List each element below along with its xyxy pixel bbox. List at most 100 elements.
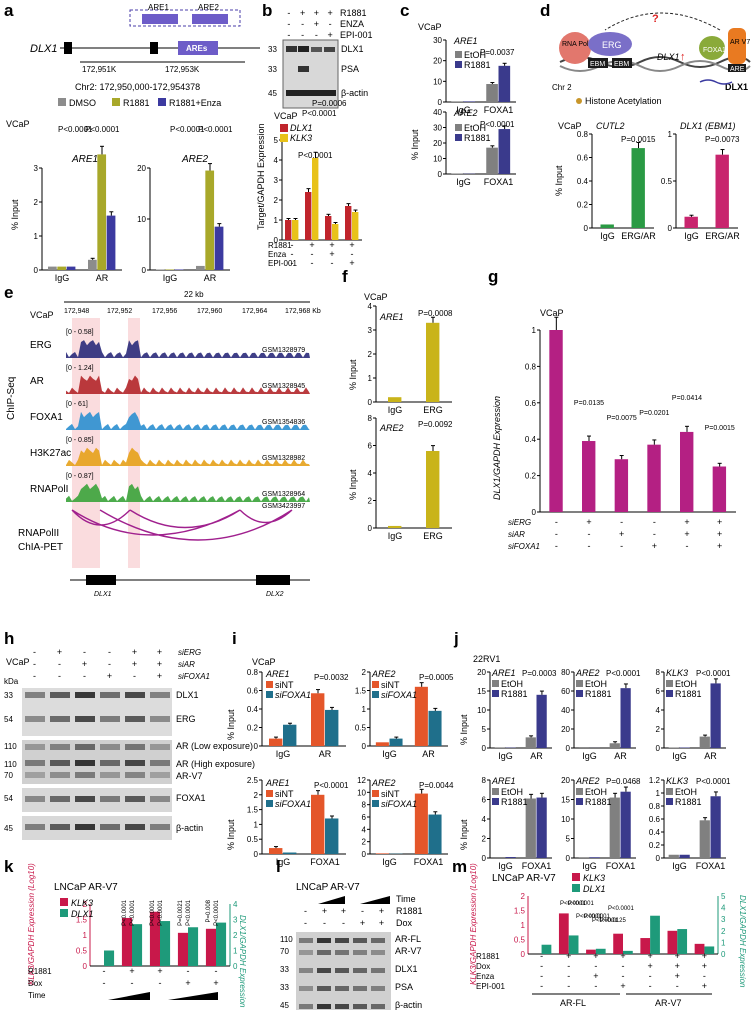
x-tick-label: IgG [456,177,471,187]
i-pvalue: P=0.0032 [314,673,349,682]
h-sign: + [157,647,162,657]
foxa1-shape [699,36,725,60]
y-tick-label: 15 [561,796,570,805]
bar [536,694,547,748]
e-track-signal [66,375,310,394]
d-erg: ERG [602,40,622,50]
i-legend: siNT [381,680,400,690]
c-cell: VCaP [418,22,442,32]
chart-j-1: 0 5 10 15 20 IgG AR [477,668,552,761]
e-track-range: [0 - 0.87] [66,473,94,480]
y-tick-label: 20 [137,164,146,173]
h-band [125,760,145,766]
j-cell: 22RV1 [473,654,500,664]
bar [312,158,319,240]
e-track-gsm: GSM1328979 [262,347,305,354]
f-ylabel2: % Input [348,469,358,500]
i-pvalue: P=0.0005 [419,673,454,682]
y-tick-label: 1 [521,921,526,930]
i-legend: siFOXA1 [381,690,417,700]
h-band [25,772,45,778]
b-sign: - [311,258,314,268]
h-sign: + [132,659,137,669]
h-sign: - [58,659,61,669]
i-cell: VCaP [252,657,276,667]
bar [283,724,297,746]
j-legend-sw [666,788,673,795]
e-track-label: ERG [30,340,52,351]
l-band [353,938,367,943]
bar [269,738,283,746]
k-sign: - [103,978,106,988]
l-band [317,950,331,955]
k-legend-klk3: KLK3 [71,898,93,908]
h-band [150,692,170,698]
chart-g: 0 0.2 0.4 0.6 0.8 1 [525,316,736,517]
l-band [317,986,331,991]
e-track-signal [66,340,310,358]
a-ylabel: % Input [10,199,20,230]
j-legend-sw [576,690,583,697]
j-legend-sw [666,798,673,805]
d-foxa1: FOXA1 [703,47,726,54]
j-legend: EtOH [585,787,607,797]
f-t1: ARE1 [379,312,404,322]
h-band [125,692,145,698]
h-kda3: 110 [4,742,17,751]
y-tick-label: 1 [254,820,259,829]
i-ylabel2: % Input [226,819,236,850]
h-band [150,824,170,830]
bar [426,322,440,402]
l-band [299,938,313,943]
bar [283,852,297,854]
f-p2: P=0.0092 [418,420,453,429]
y-tick-label: 0 [566,744,571,753]
x-tick-label: IgG [498,751,513,761]
m-sign: - [676,981,679,991]
i-title: ARE1 [265,669,290,679]
h-band [100,824,120,830]
f-p1: P=0.0008 [418,309,453,318]
y-tick-label: 0.6 [525,399,537,408]
chart-j-4: 0 2 4 6 8 IgG FOXA1 [482,776,552,871]
y-tick-label: 1.5 [355,687,367,696]
c-legend2-etoh-sw [455,124,462,131]
m-sign: - [703,971,706,981]
bar [269,848,283,854]
h-band [150,716,170,722]
bar [712,466,727,512]
m-row-enza: Enza [476,972,495,981]
g-sign: + [684,517,689,527]
x-tick-label: AR [704,751,717,761]
m-sign: - [567,981,570,991]
bar [325,216,332,240]
y-tick-label: 3 [274,176,279,185]
j-title: KLK3 [666,776,688,786]
h-band [25,744,45,750]
e-coord1: 172,952 [107,308,132,315]
m-sign: - [649,981,652,991]
b-legend-dlx1: DLX1 [290,123,313,133]
y-tick-label: 10 [561,815,570,824]
h-band [100,692,120,698]
m-sign: + [675,971,680,981]
m-sign: - [622,971,625,981]
b-sign: + [349,240,354,250]
h-sign: - [33,671,36,681]
bar [710,796,721,858]
bar [426,451,440,528]
x-tick-label: AR [204,273,217,283]
f-cell: VCaP [364,292,388,302]
h-band [100,744,120,750]
y-tick-label: 10 [137,215,146,224]
x-tick-label: AR [96,273,109,283]
l-sign: - [361,906,364,916]
y-tick-label: 1 [532,326,537,335]
d-ylabel: % Input [554,165,564,196]
y-tick-label: 8 [362,801,367,810]
bar [667,930,678,954]
chart-j-3: 0 2 4 6 8 IgG AR [656,668,726,761]
g-sign: - [555,541,558,551]
x-tick-label: FOXA1 [484,177,514,187]
j-legend-sw [666,680,673,687]
